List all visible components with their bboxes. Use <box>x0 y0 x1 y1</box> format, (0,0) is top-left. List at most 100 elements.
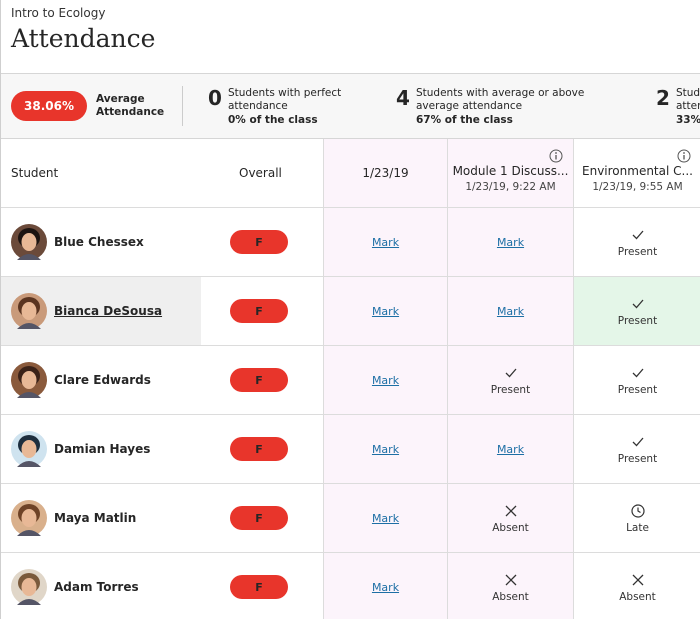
attendance-cell: Present <box>573 346 700 415</box>
column-date: 1/23/19, 9:55 AM <box>592 180 683 193</box>
column-date: 1/23/19, 9:22 AM <box>465 180 556 193</box>
grade-badge: F <box>230 368 288 392</box>
status-icon <box>632 368 643 377</box>
stat-count: 4 <box>396 86 410 110</box>
student-name: Damian Hayes <box>54 442 151 456</box>
status-icon <box>505 368 516 377</box>
avatar <box>11 569 47 605</box>
stat-count: 0 <box>208 86 222 110</box>
overall-cell: F <box>201 346 323 415</box>
stat-label: Stude atten <box>676 87 700 112</box>
attendance-cell: Present <box>573 415 700 484</box>
grade-badge: F <box>230 299 288 323</box>
student-name[interactable]: Bianca DeSousa <box>54 304 163 318</box>
column-header: Student <box>1 139 201 208</box>
column-header[interactable]: Module 1 Discuss... 1/23/19, 9:22 AM <box>447 139 573 208</box>
avatar <box>11 224 47 260</box>
student-name: Adam Torres <box>54 580 139 594</box>
stat-label: Students with average or above average a… <box>416 87 585 112</box>
status-icon <box>632 299 643 308</box>
student-cell: Adam Torres <box>1 553 201 619</box>
overall-cell: F <box>201 553 323 619</box>
info-icon[interactable] <box>677 149 691 163</box>
mark-link[interactable]: Mark <box>371 235 400 249</box>
attendance-cell: Mark <box>447 415 573 484</box>
status-icon <box>632 230 643 239</box>
status-icon <box>505 505 516 516</box>
avatar <box>11 500 47 536</box>
status-label: Present <box>617 452 658 465</box>
column-header[interactable]: Environmental C... 1/23/19, 9:55 AM <box>573 139 700 208</box>
mark-link[interactable]: Mark <box>371 373 400 387</box>
average-label: Average Attendance <box>96 93 165 118</box>
column-header[interactable]: 1/23/19 <box>323 139 447 208</box>
summary-bar: 38.06% Average Attendance 0 Students wit… <box>1 73 700 139</box>
grade-badge: F <box>230 506 288 530</box>
status-label: Present <box>490 383 531 396</box>
stat-share: 67% of the class <box>416 114 513 126</box>
attendance-cell: Present <box>573 208 700 277</box>
attendance-table: Student Overall 1/23/19 Module 1 Discuss… <box>1 139 700 619</box>
average-badge: 38.06% <box>11 91 87 121</box>
overall-cell: F <box>201 484 323 553</box>
attendance-cell: Late <box>573 484 700 553</box>
status-icon <box>505 574 516 585</box>
status-icon <box>632 574 643 585</box>
student-cell: Maya Matlin <box>1 484 201 553</box>
grade-badge: F <box>230 230 288 254</box>
column-title: Module 1 Discuss... <box>452 163 569 178</box>
attendance-cell: Mark <box>323 208 447 277</box>
avatar <box>11 362 47 398</box>
attendance-cell: Mark <box>447 208 573 277</box>
grade-badge: F <box>230 437 288 461</box>
column-title: Environmental C... <box>582 163 693 178</box>
status-icon <box>630 503 645 518</box>
status-label: Present <box>617 314 658 327</box>
student-name: Maya Matlin <box>54 511 137 525</box>
stat-count: 2 <box>656 86 670 110</box>
overall-cell: F <box>201 208 323 277</box>
status-label: Absent <box>492 590 529 603</box>
student-cell: Clare Edwards <box>1 346 201 415</box>
attendance-cell: Absent <box>447 484 573 553</box>
mark-link[interactable]: Mark <box>371 304 400 318</box>
attendance-cell: Present <box>447 346 573 415</box>
attendance-cell: Mark <box>323 415 447 484</box>
student-name: Clare Edwards <box>54 373 151 387</box>
page-title: Attendance <box>11 24 156 53</box>
status-label: Present <box>617 383 658 396</box>
attendance-cell: Present <box>573 277 700 346</box>
stat-label: Students with perfect attendance <box>228 87 342 112</box>
course-name[interactable]: Intro to Ecology <box>11 6 106 20</box>
status-icon <box>632 437 643 446</box>
status-label: Late <box>626 521 649 534</box>
attendance-cell: Mark <box>447 277 573 346</box>
column-header: Overall <box>201 139 323 208</box>
mark-link[interactable]: Mark <box>496 442 525 456</box>
status-label: Present <box>617 245 658 258</box>
mark-link[interactable]: Mark <box>371 511 400 525</box>
column-title: 1/23/19 <box>362 166 409 180</box>
stat-share: 33% <box>676 114 700 126</box>
attendance-cell: Mark <box>323 484 447 553</box>
attendance-cell: Absent <box>447 553 573 619</box>
attendance-cell: Absent <box>573 553 700 619</box>
student-cell: Blue Chessex <box>1 208 201 277</box>
mark-link[interactable]: Mark <box>371 442 400 456</box>
divider <box>182 86 183 126</box>
attendance-cell: Mark <box>323 553 447 619</box>
stat-share: 0% of the class <box>228 114 318 126</box>
mark-link[interactable]: Mark <box>496 235 525 249</box>
mark-link[interactable]: Mark <box>371 580 400 594</box>
attendance-cell: Mark <box>323 277 447 346</box>
student-cell: Bianca DeSousa <box>1 277 201 346</box>
status-label: Absent <box>492 521 529 534</box>
student-name: Blue Chessex <box>54 235 144 249</box>
status-label: Absent <box>619 590 656 603</box>
mark-link[interactable]: Mark <box>496 304 525 318</box>
info-icon[interactable] <box>549 149 563 163</box>
avatar <box>11 293 47 329</box>
overall-cell: F <box>201 277 323 346</box>
avatar <box>11 431 47 467</box>
